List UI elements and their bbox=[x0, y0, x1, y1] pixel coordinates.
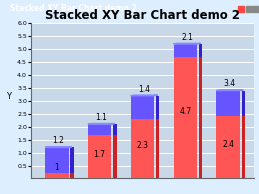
Y-axis label: Y: Y bbox=[6, 92, 11, 101]
Bar bbox=[70, 147, 74, 173]
Bar bbox=[199, 44, 202, 57]
Bar bbox=[242, 116, 245, 178]
Bar bbox=[199, 57, 202, 178]
Bar bbox=[174, 57, 197, 178]
Polygon shape bbox=[131, 95, 158, 96]
Text: 2.3: 2.3 bbox=[136, 141, 148, 150]
Bar bbox=[113, 134, 117, 178]
Bar bbox=[45, 173, 69, 178]
Text: 1.2: 1.2 bbox=[53, 136, 64, 145]
Text: 4.7: 4.7 bbox=[179, 107, 191, 116]
Title: Stacked XY Bar Chart demo 2: Stacked XY Bar Chart demo 2 bbox=[45, 9, 240, 22]
Bar bbox=[131, 119, 154, 178]
Bar bbox=[113, 124, 117, 134]
Bar bbox=[156, 119, 159, 178]
Polygon shape bbox=[216, 90, 243, 91]
Bar bbox=[156, 96, 159, 119]
Polygon shape bbox=[174, 43, 200, 44]
Bar bbox=[70, 173, 74, 178]
Text: 2.4: 2.4 bbox=[222, 140, 234, 149]
Bar bbox=[174, 44, 197, 57]
Bar bbox=[242, 91, 245, 116]
Bar bbox=[45, 147, 69, 173]
Text: 2.1: 2.1 bbox=[181, 33, 193, 42]
Text: 1: 1 bbox=[54, 163, 59, 172]
Text: 1.4: 1.4 bbox=[138, 85, 150, 94]
Bar bbox=[131, 96, 154, 119]
Text: 3.4: 3.4 bbox=[224, 79, 236, 88]
Bar bbox=[216, 91, 240, 116]
Text: Stacked XY Bar Chart demo 2: Stacked XY Bar Chart demo 2 bbox=[10, 4, 137, 13]
Bar bbox=[88, 124, 111, 134]
Bar bbox=[88, 134, 111, 178]
Bar bbox=[216, 116, 240, 178]
Text: 1.7: 1.7 bbox=[93, 150, 106, 159]
Text: 1.1: 1.1 bbox=[95, 113, 107, 122]
